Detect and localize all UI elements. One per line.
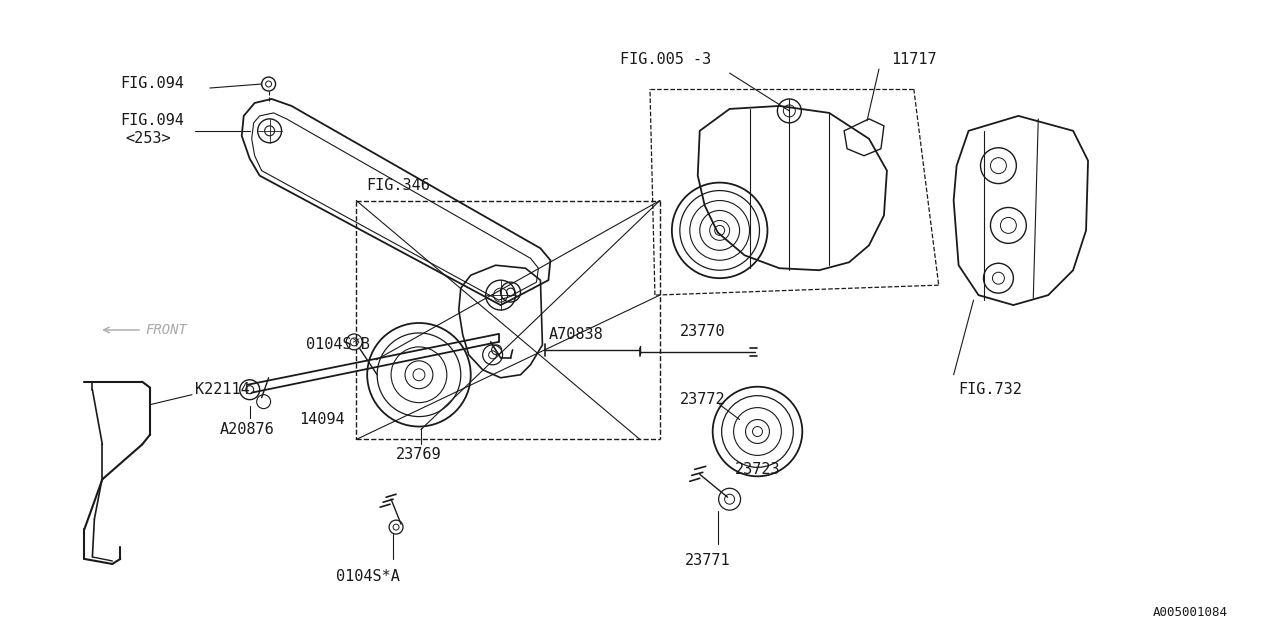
Text: K22114: K22114	[195, 382, 250, 397]
Text: 23772: 23772	[680, 392, 726, 407]
Text: FIG.094: FIG.094	[120, 76, 184, 90]
Text: 23723: 23723	[735, 462, 781, 477]
Text: FIG.346: FIG.346	[366, 178, 430, 193]
Text: A005001084: A005001084	[1152, 605, 1228, 619]
Text: FIG.005 -3: FIG.005 -3	[620, 52, 712, 67]
Text: 23771: 23771	[685, 554, 731, 568]
Text: 0104S*A: 0104S*A	[337, 570, 401, 584]
Text: FIG.732: FIG.732	[959, 382, 1023, 397]
Text: 14094: 14094	[300, 412, 346, 427]
Text: A70838: A70838	[548, 328, 603, 342]
Text: 23770: 23770	[680, 324, 726, 339]
Text: 0104S*B: 0104S*B	[306, 337, 370, 353]
Text: FIG.094: FIG.094	[120, 113, 184, 129]
Text: A20876: A20876	[220, 422, 275, 437]
Text: <253>: <253>	[125, 131, 170, 147]
Text: FRONT: FRONT	[145, 323, 187, 337]
Text: 11717: 11717	[891, 52, 937, 67]
Text: 23769: 23769	[396, 447, 442, 462]
